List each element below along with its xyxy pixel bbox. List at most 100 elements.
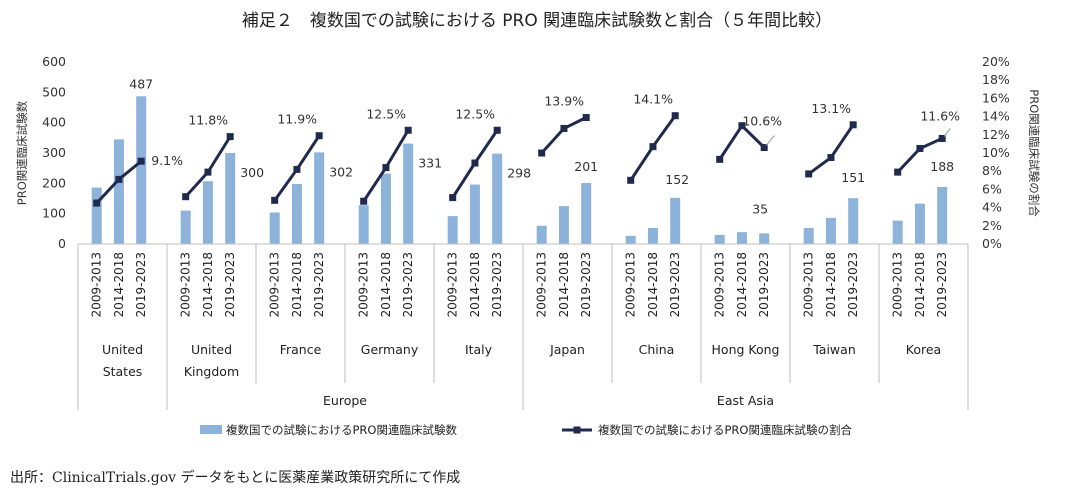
category-label: France xyxy=(280,342,322,357)
legend-bar-label: 複数国での試験におけるPRO関連臨床試験数 xyxy=(226,423,457,437)
period-tick-label: 2009-2013 xyxy=(802,252,816,317)
y2-tick-label: 4% xyxy=(982,200,1002,215)
bar-hong-kong-2019-2023 xyxy=(759,233,770,244)
bar-united-states-2019-2023 xyxy=(136,96,147,244)
bar-korea-2019-2023 xyxy=(937,186,948,244)
pct-marker xyxy=(538,149,546,157)
bar-united-kingdom-2009-2013 xyxy=(180,210,191,244)
source-note: 出所：ClinicalTrials.gov データをもとに医薬産業政策研究所にて… xyxy=(10,469,460,486)
category-label: Kingdom xyxy=(184,364,239,379)
period-tick-label: 2014-2018 xyxy=(824,252,838,317)
pct-line-taiwan xyxy=(807,123,855,176)
y-tick-label: 300 xyxy=(42,145,66,160)
y-tick-label: 500 xyxy=(42,84,66,99)
pct-data-label: 11.8% xyxy=(188,113,228,128)
pct-marker xyxy=(493,126,501,134)
chart-title: 補足２ 複数国での試験における PRO 関連臨床試験数と割合（５年間比較） xyxy=(242,11,832,31)
bar-korea-2014-2018 xyxy=(914,203,925,244)
pct-marker xyxy=(404,126,412,134)
period-tick-label: 2014-2018 xyxy=(290,252,304,317)
pct-marker xyxy=(938,134,946,142)
pct-marker xyxy=(182,193,190,201)
bar-korea-2009-2013 xyxy=(892,220,903,244)
y-tick-label: 0 xyxy=(58,236,66,251)
leader-line xyxy=(765,135,775,146)
pct-data-label: 13.9% xyxy=(544,94,584,109)
pct-marker xyxy=(271,196,279,204)
region-label: East Asia xyxy=(717,393,774,408)
pct-data-label: 11.9% xyxy=(277,112,317,127)
bar-united-states-2009-2013 xyxy=(91,187,102,244)
y2-tick-label: 14% xyxy=(982,109,1010,124)
y-tick-label: 100 xyxy=(42,206,66,221)
period-tick-label: 2014-2018 xyxy=(913,252,927,317)
pct-marker xyxy=(582,114,590,122)
pct-marker xyxy=(760,144,768,152)
y2-tick-label: 0% xyxy=(982,236,1002,251)
pct-data-label: 13.1% xyxy=(811,101,851,116)
pct-marker xyxy=(805,170,813,178)
bar-united-states-2014-2018 xyxy=(113,139,124,244)
bar-data-label: 298 xyxy=(507,166,531,181)
period-tick-label: 2019-2023 xyxy=(935,252,949,317)
period-tick-label: 2019-2023 xyxy=(134,252,148,317)
bar-data-label: 300 xyxy=(240,165,264,180)
period-tick-label: 2014-2018 xyxy=(646,252,660,317)
y2-tick-label: 6% xyxy=(982,181,1002,196)
bar-china-2019-2023 xyxy=(670,197,681,244)
bar-japan-2014-2018 xyxy=(558,206,569,244)
period-tick-label: 2009-2013 xyxy=(535,252,549,317)
period-tick-label: 2009-2013 xyxy=(268,252,282,317)
period-tick-label: 2019-2023 xyxy=(490,252,504,317)
y-axis-title: PRO関連臨床試験数 xyxy=(15,100,29,205)
pct-marker xyxy=(137,157,145,165)
bar-data-label: 188 xyxy=(930,159,954,174)
pct-data-label: 14.1% xyxy=(633,92,673,107)
category-label: Hong Kong xyxy=(712,342,780,357)
period-tick-label: 2014-2018 xyxy=(112,252,126,317)
period-tick-label: 2009-2013 xyxy=(357,252,371,317)
pct-data-label: 12.5% xyxy=(455,106,495,121)
legend-bar-swatch xyxy=(200,425,222,434)
period-tick-label: 2009-2013 xyxy=(624,252,638,317)
bar-china-2009-2013 xyxy=(625,235,636,244)
period-tick-label: 2019-2023 xyxy=(579,252,593,317)
bar-data-label: 35 xyxy=(752,201,768,216)
category-label: China xyxy=(639,342,675,357)
bar-data-label: 487 xyxy=(129,76,153,91)
pct-marker xyxy=(560,124,568,132)
category-label: Italy xyxy=(465,342,493,357)
pct-marker xyxy=(382,164,390,172)
pct-line-japan xyxy=(540,116,587,155)
bar-data-label: 331 xyxy=(418,156,442,171)
pct-marker xyxy=(894,168,902,176)
period-tick-label: 2014-2018 xyxy=(468,252,482,317)
pct-marker xyxy=(315,132,323,140)
bar-taiwan-2009-2013 xyxy=(803,227,814,244)
bar-data-label: 152 xyxy=(665,172,689,187)
leader-line xyxy=(943,128,951,137)
bar-taiwan-2019-2023 xyxy=(848,198,859,244)
pct-marker xyxy=(471,159,479,167)
y2-tick-label: 8% xyxy=(982,163,1002,178)
category-label: States xyxy=(103,364,143,379)
pct-marker xyxy=(293,165,301,173)
period-tick-label: 2019-2023 xyxy=(668,252,682,317)
pct-marker xyxy=(360,197,368,205)
pct-marker xyxy=(716,155,724,163)
pct-data-label: 12.5% xyxy=(366,106,406,121)
period-tick-label: 2014-2018 xyxy=(379,252,393,317)
bar-germany-2009-2013 xyxy=(358,205,369,244)
category-label: Germany xyxy=(361,342,419,357)
category-label: United xyxy=(191,342,232,357)
category-label: Japan xyxy=(549,342,585,357)
pct-marker xyxy=(738,122,746,130)
pct-data-label: 9.1% xyxy=(151,153,183,168)
pct-marker xyxy=(671,112,679,120)
pct-marker xyxy=(849,121,857,129)
pct-marker xyxy=(204,168,212,176)
pct-marker xyxy=(916,144,924,152)
bar-italy-2014-2018 xyxy=(469,184,480,244)
bar-hong-kong-2009-2013 xyxy=(714,234,725,244)
